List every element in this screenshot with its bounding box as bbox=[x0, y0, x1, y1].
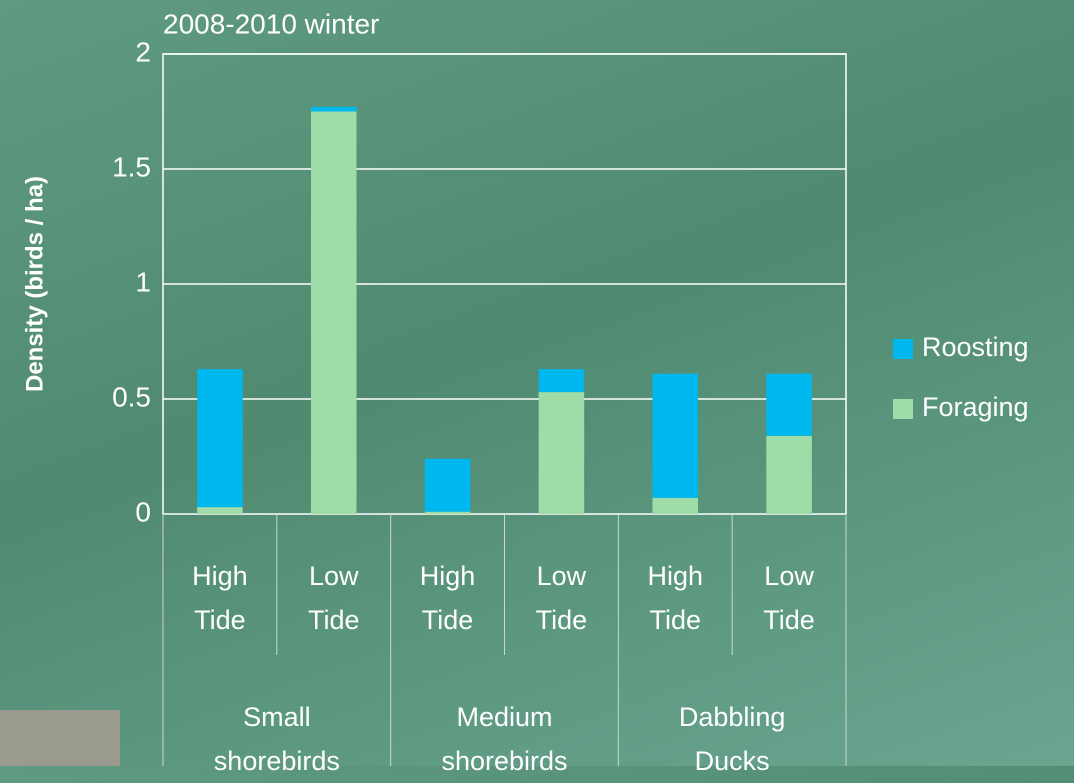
x-tick-label: High Tide bbox=[409, 554, 487, 642]
bar-segment bbox=[197, 507, 243, 514]
bar-segment bbox=[652, 374, 698, 498]
bar-segment bbox=[311, 107, 357, 112]
x-tick-label: Low Tide bbox=[750, 554, 828, 642]
x-tick-label: Low Tide bbox=[295, 554, 373, 642]
bar-segment bbox=[766, 374, 812, 436]
legend-swatch bbox=[893, 399, 913, 419]
bar-segment bbox=[539, 369, 585, 392]
group-label: Small shorebirds bbox=[193, 695, 361, 783]
y-tick-label: 2 bbox=[135, 36, 151, 67]
bar-segment bbox=[311, 112, 357, 515]
bar-segment bbox=[425, 459, 471, 512]
x-tick-label: Low Tide bbox=[523, 554, 601, 642]
x-tick-label: High Tide bbox=[181, 554, 259, 642]
bar-segment bbox=[766, 436, 812, 514]
y-tick-label: 1.5 bbox=[112, 151, 151, 182]
y-tick-label: 1 bbox=[135, 266, 151, 297]
chart: 2008-2010 winter Density (birds / ha) 0 0… bbox=[0, 0, 1074, 766]
photo-fragment bbox=[0, 710, 120, 766]
group-label: Dabbling Ducks bbox=[648, 695, 816, 783]
legend-label: Foraging bbox=[922, 392, 1029, 422]
bar-segment bbox=[539, 392, 585, 514]
y-tick-label: 0.5 bbox=[112, 381, 151, 412]
legend-swatch bbox=[893, 339, 913, 359]
page: {"chart_data": {"type": "stacked-bar", "… bbox=[0, 0, 1074, 766]
legend-label: Roosting bbox=[922, 332, 1029, 362]
bar-segment bbox=[652, 498, 698, 514]
y-tick-label: 0 bbox=[135, 496, 151, 527]
y-axis-label: Density (birds / ha) bbox=[21, 176, 48, 392]
group-label: Medium shorebirds bbox=[421, 695, 589, 783]
bar-segment bbox=[425, 512, 471, 514]
bar-segment bbox=[197, 369, 243, 507]
x-tick-label: High Tide bbox=[636, 554, 714, 642]
chart-title: 2008-2010 winter bbox=[163, 8, 379, 39]
